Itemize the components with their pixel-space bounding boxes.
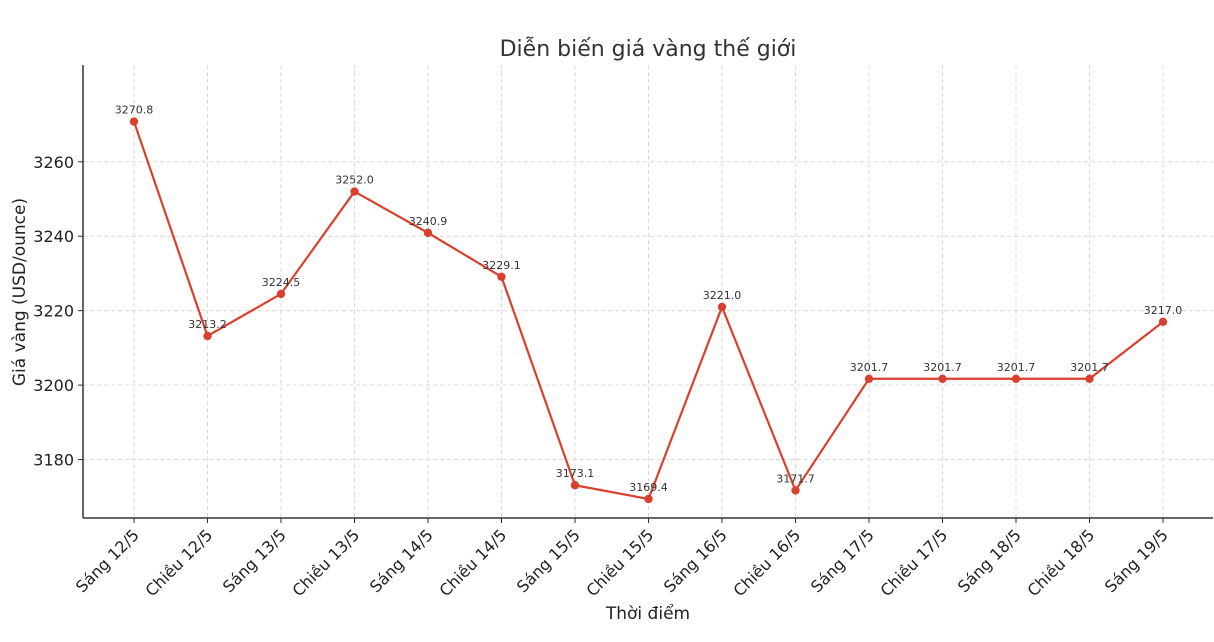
data-point-1: [203, 331, 212, 341]
data-label-7: 3169.4: [629, 481, 668, 494]
data-point-12: [1011, 374, 1021, 383]
x-tick-label-11: Chiều 17/5: [877, 525, 952, 600]
x-tick-label-1: Chiều 12/5: [142, 525, 217, 600]
data-label-5: 3229.1: [482, 259, 521, 272]
data-label-3: 3252.0: [335, 174, 374, 187]
x-tick-label-12: Sáng 18/5: [954, 525, 1025, 596]
data-label-8: 3221.0: [703, 289, 742, 302]
y-tick-label-0: 3180: [33, 451, 74, 470]
data-label-13: 3201.7: [1070, 361, 1109, 374]
data-label-14: 3217.0: [1144, 304, 1183, 317]
y-tick-label-3: 3240: [33, 227, 74, 246]
x-tick-label-7: Chiều 15/5: [583, 525, 658, 600]
data-label-10: 3201.7: [850, 361, 889, 374]
data-point-13: [1085, 374, 1094, 383]
data-point-3: [350, 187, 359, 196]
data-point-0: [129, 117, 139, 126]
x-tick-label-2: Sáng 13/5: [219, 525, 290, 596]
chart-title: Diễn biến giá vàng thế giới: [500, 36, 797, 62]
data-point-2: [276, 289, 286, 299]
data-point-11: [938, 374, 947, 383]
data-label-9: 3171.7: [776, 472, 815, 485]
data-label-1: 3213.2: [188, 318, 227, 331]
data-point-8: [717, 302, 727, 312]
data-point-14: [1158, 317, 1168, 327]
data-label-6: 3173.1: [556, 467, 595, 480]
x-tick-label-6: Sáng 15/5: [513, 525, 584, 596]
data-point-4: [423, 228, 433, 238]
data-label-12: 3201.7: [997, 361, 1036, 374]
series-gold-price: [129, 117, 1168, 504]
data-label-4: 3240.9: [409, 215, 448, 228]
data-point-9: [791, 486, 800, 495]
x-tick-label-8: Sáng 16/5: [660, 525, 731, 596]
x-tick-label-3: Chiều 13/5: [289, 525, 364, 600]
grid: [83, 65, 1213, 518]
x-tick-label-13: Chiều 18/5: [1024, 525, 1099, 600]
y-tick-label-2: 3220: [33, 302, 74, 321]
data-label-0: 3270.8: [115, 104, 154, 117]
data-point-5: [497, 272, 506, 281]
y-axis-label: Giá vàng (USD/ounce): [10, 198, 30, 386]
y-tick-label-4: 3260: [33, 153, 74, 172]
data-point-10: [864, 374, 874, 383]
y-axis-ticks: 3180 3200 3220 3240 3260: [33, 153, 83, 470]
x-tick-label-0: Sáng 12/5: [72, 525, 143, 596]
x-axis-label: Thời điểm: [605, 603, 690, 624]
x-tick-label-9: Chiều 16/5: [730, 525, 805, 600]
data-label-11: 3201.7: [923, 361, 962, 374]
x-tick-label-4: Sáng 14/5: [366, 525, 437, 596]
data-labels: 3270.8 3213.2 3224.5 3252.0 3240.9 3229.1 3173…: [115, 104, 1183, 494]
data-point-6: [570, 481, 580, 490]
data-point-7: [644, 494, 653, 504]
x-tick-label-5: Chiều 14/5: [436, 525, 511, 600]
y-tick-label-1: 3200: [33, 376, 74, 395]
x-tick-label-14: Sáng 19/5: [1101, 525, 1172, 596]
x-tick-label-10: Sáng 17/5: [807, 525, 878, 596]
data-label-2: 3224.5: [262, 276, 301, 289]
